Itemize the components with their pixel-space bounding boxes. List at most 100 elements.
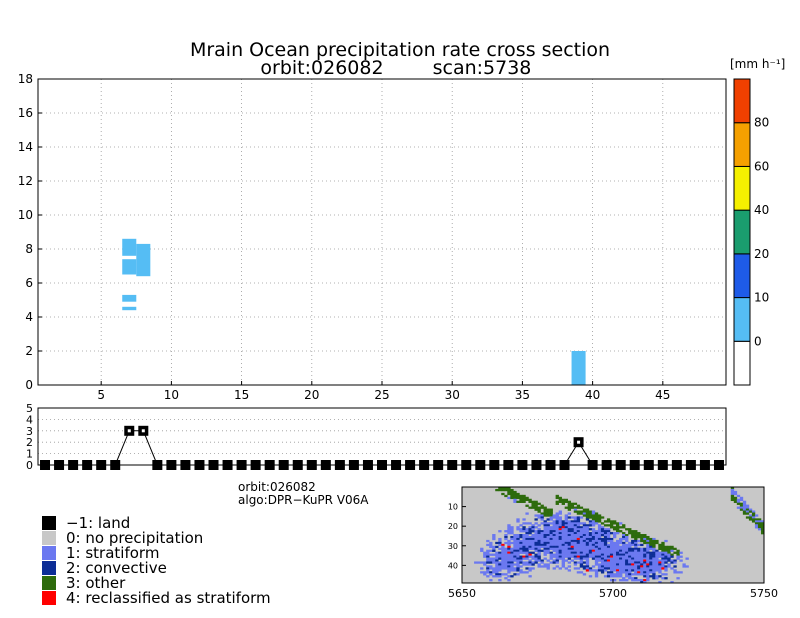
map-pixel (546, 539, 550, 543)
map-pixel (573, 534, 578, 537)
legend-swatch (42, 591, 56, 605)
map-pixel (760, 532, 765, 535)
map-pixel (585, 565, 590, 568)
map-pixel (733, 498, 738, 502)
map-pixel (616, 573, 620, 576)
map-pixel (652, 545, 656, 549)
map-pixel (733, 496, 738, 500)
map-pixel (537, 516, 541, 519)
map-pixel (576, 549, 581, 552)
map-pixel (628, 559, 632, 562)
map-pixel (603, 530, 608, 533)
map-pixel (531, 526, 535, 529)
map-pixel (619, 539, 623, 543)
map-pixel (582, 510, 587, 513)
map-pixel (501, 563, 505, 566)
map-pixel (600, 547, 605, 550)
map-pixel (628, 551, 632, 554)
map-pixel (597, 543, 602, 547)
map-pixel (640, 559, 644, 562)
map-pixel (742, 504, 747, 507)
map-pixel (489, 541, 493, 545)
map-pixel (606, 561, 611, 564)
map-pixel (534, 518, 538, 521)
map-pixel (628, 567, 632, 570)
map-pixel (555, 532, 559, 535)
y-tick-label: 10 (18, 208, 33, 222)
map-pixel (558, 498, 562, 502)
map-pixel (498, 567, 502, 570)
map-pixel (597, 567, 602, 570)
map-pixel (504, 553, 508, 556)
x-tick-label: 5 (97, 388, 105, 402)
map-pixel (670, 553, 674, 556)
map-pixel (588, 545, 593, 549)
map-pixel (492, 575, 496, 578)
map-pixel (655, 577, 659, 580)
map-pixel (561, 532, 565, 535)
map-pixel (655, 569, 659, 572)
map-pixel (531, 541, 535, 545)
map-pixel (528, 530, 532, 533)
map-pixel (649, 559, 653, 562)
map-pixel (492, 567, 496, 570)
map-pixel (558, 545, 562, 549)
map-pixel (558, 549, 562, 552)
map-pixel (619, 545, 623, 549)
map-pixel (492, 534, 496, 537)
map-pixel (576, 545, 581, 549)
map-pixel (483, 571, 487, 574)
map-pixel (579, 510, 584, 513)
map-pixel (754, 524, 759, 527)
map-pixel (579, 512, 584, 515)
map-pixel (576, 551, 581, 554)
map-pixel (510, 535, 514, 539)
map-pixel (558, 522, 562, 525)
map-pixel (576, 543, 581, 547)
type-marker (615, 460, 626, 470)
map-pixel (594, 561, 599, 564)
type-marker (629, 460, 640, 470)
map-pixel (558, 535, 562, 539)
map-pixel (646, 547, 650, 550)
map-pixel (748, 508, 753, 511)
map-pixel (613, 543, 617, 547)
map-pixel (640, 534, 644, 537)
map-pixel (534, 553, 538, 556)
map-pixel (646, 565, 650, 568)
map-pixel (634, 549, 638, 552)
map-pixel (498, 553, 502, 556)
map-pixel (631, 561, 635, 564)
map-pixel (552, 526, 556, 529)
map-pixel (576, 532, 581, 535)
map-pixel (507, 557, 511, 560)
map-pixel (501, 573, 505, 576)
map-pixel (640, 557, 644, 560)
map-pixel (534, 561, 538, 564)
map-pixel (600, 516, 605, 519)
map-pixel (552, 561, 556, 564)
map-pixel (661, 561, 665, 564)
map-pixel (613, 575, 617, 578)
map-pixel (519, 496, 523, 500)
map-pixel (619, 559, 623, 562)
map-pixel (543, 541, 547, 545)
map-pixel (507, 579, 511, 582)
colorbar-bin (733, 340, 751, 386)
map-pixel (522, 535, 526, 539)
map-pixel (609, 557, 614, 560)
map-pixel (519, 557, 523, 560)
map-pixel (507, 528, 511, 531)
map-pixel (504, 494, 508, 498)
map-pixel (649, 539, 653, 543)
map-pixel (561, 543, 565, 547)
map-pixel (489, 545, 493, 549)
map-pixel (540, 535, 544, 539)
map-pixel (748, 514, 753, 517)
map-pixel (507, 561, 511, 564)
map-pixel (504, 534, 508, 537)
map-pixel (652, 571, 656, 574)
map-pixel (561, 539, 565, 543)
map-pixel (628, 571, 632, 574)
